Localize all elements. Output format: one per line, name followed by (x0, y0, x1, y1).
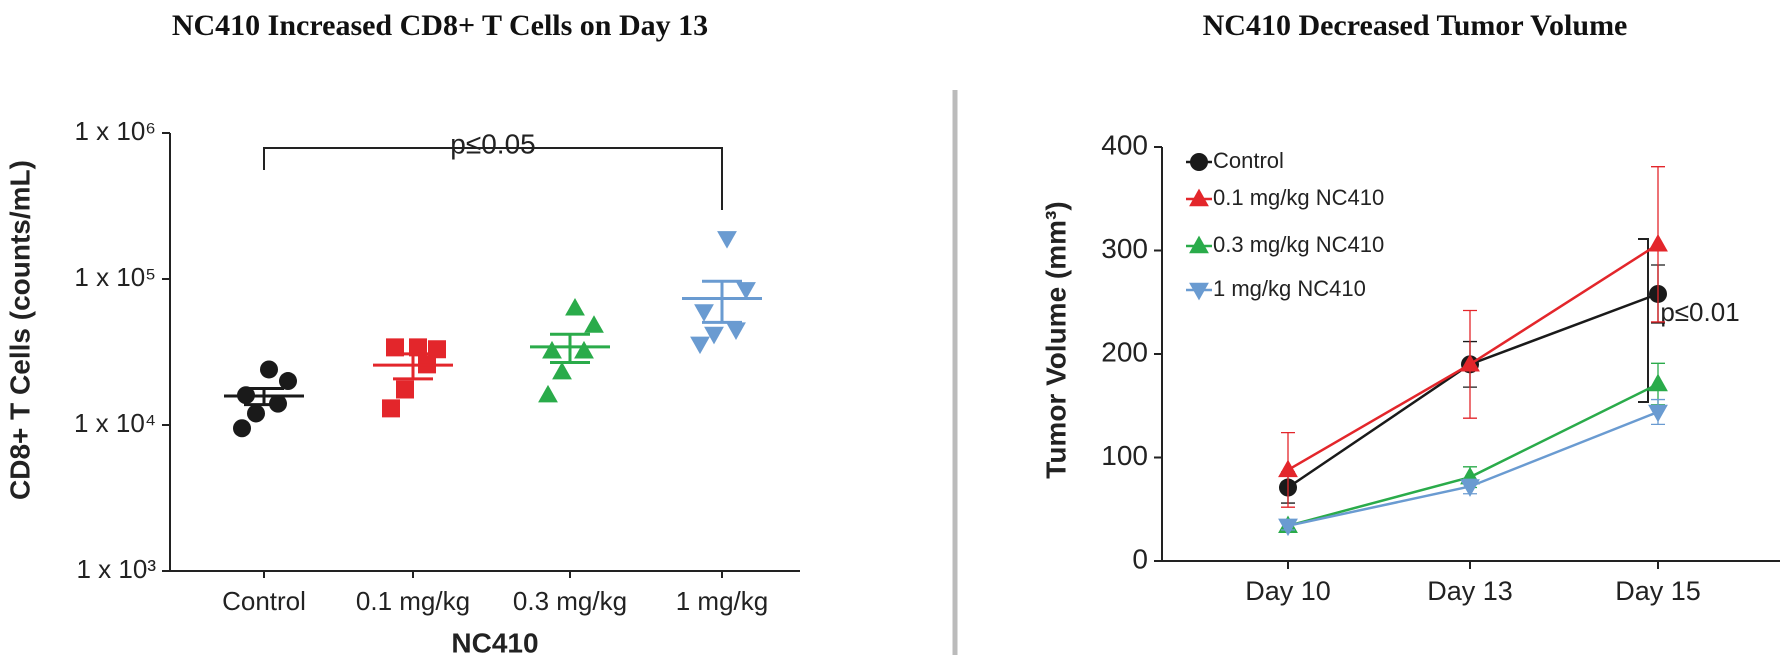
x-axis-label: NC410 (451, 627, 538, 658)
data-point (690, 336, 710, 355)
data-point (552, 361, 572, 380)
legend-label: 0.1 mg/kg NC410 (1213, 185, 1384, 210)
data-point (694, 304, 714, 322)
data-point (726, 322, 746, 340)
data-point (1278, 518, 1298, 537)
data-point (1460, 479, 1480, 497)
x-tick-label: 0.3 mg/kg (513, 586, 627, 616)
data-point (386, 338, 404, 357)
data-point (736, 282, 756, 300)
data-point (538, 384, 558, 403)
y-tick-label: 300 (1101, 233, 1148, 264)
x-tick-label: Day 15 (1615, 576, 1701, 606)
data-point (233, 419, 251, 438)
data-point (382, 399, 400, 418)
y-tick-label: 200 (1101, 336, 1148, 367)
x-tick-label: Control (222, 586, 306, 616)
data-point (704, 326, 724, 345)
error-bar (244, 386, 284, 407)
data-point (1648, 373, 1668, 392)
x-tick-label: 0.1 mg/kg (356, 586, 470, 616)
y-axis-label: CD8+ T Cells (counts/mL) (4, 160, 35, 500)
annotation: p≤0.01 (1660, 297, 1739, 327)
legend-label: 1 mg/kg NC410 (1213, 276, 1366, 301)
data-point (584, 315, 604, 333)
data-point (565, 297, 585, 316)
significance-bracket (1638, 238, 1649, 403)
data-point (247, 404, 265, 423)
legend-marker (1189, 235, 1209, 254)
data-point (574, 340, 594, 359)
y-tick-label: 1 x 10⁶ (74, 116, 156, 146)
chart-title: NC410 Increased CD8+ T Cells on Day 13 (172, 9, 708, 42)
data-point (1648, 233, 1668, 252)
error-bar (550, 332, 590, 364)
legend-marker (1189, 188, 1209, 207)
error-bar (702, 279, 742, 324)
annotation: p≤0.05 (450, 128, 535, 159)
legend-marker (1189, 282, 1209, 301)
y-tick-label: 100 (1101, 440, 1148, 471)
significance-bracket (263, 147, 723, 210)
legend-label: Control (1213, 148, 1284, 173)
legend-marker (1190, 153, 1208, 171)
data-point (1278, 459, 1298, 478)
chart-title: NC410 Decreased Tumor Volume (1203, 9, 1628, 42)
y-axis-label: Tumor Volume (mm³) (1040, 201, 1071, 478)
series-line (1287, 410, 1659, 528)
data-point (260, 360, 278, 379)
data-point (409, 338, 427, 357)
data-point (1460, 354, 1480, 372)
error-bar (393, 352, 433, 381)
y-tick-label: 1 x 10³ (77, 554, 157, 584)
y-tick-label: 0 (1132, 543, 1148, 574)
legend-label: 0.3 mg/kg NC410 (1213, 232, 1384, 257)
x-tick-label: Day 13 (1427, 576, 1513, 606)
data-point (717, 231, 737, 249)
x-tick-label: Day 10 (1245, 576, 1331, 606)
data-point (396, 380, 414, 399)
y-tick-label: 400 (1101, 129, 1148, 160)
data-point (542, 340, 562, 359)
x-tick-label: 1 mg/kg (676, 586, 769, 616)
axis (169, 133, 800, 572)
series-line (1287, 292, 1659, 489)
series-line (1287, 382, 1659, 528)
data-point (279, 372, 297, 391)
data-point (1648, 404, 1668, 423)
y-tick-label: 1 x 10⁴ (74, 408, 156, 438)
y-tick-label: 1 x 10⁵ (74, 262, 156, 292)
